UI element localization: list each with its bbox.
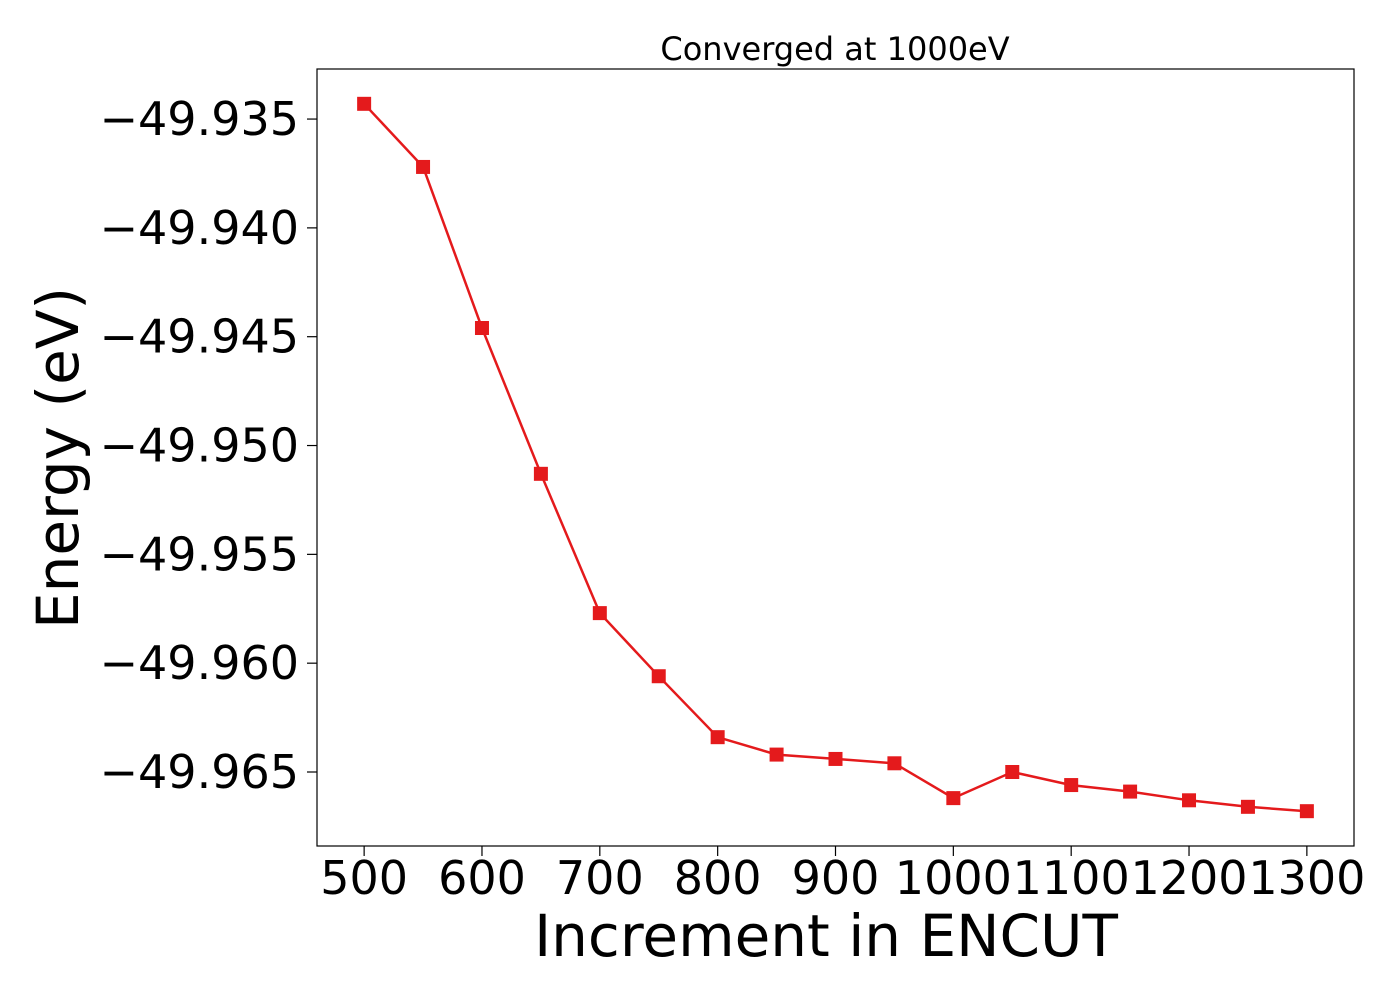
- data-point-marker: [1299, 804, 1314, 819]
- y-tick-label: −49.955: [100, 527, 300, 581]
- x-tick-label: 1200: [1130, 851, 1247, 905]
- x-tick-label: 700: [556, 851, 644, 905]
- data-point-marker: [1123, 784, 1138, 799]
- y-axis-label: Energy (eV): [24, 287, 92, 629]
- data-point-marker: [416, 159, 431, 174]
- x-tick-label: 600: [438, 851, 526, 905]
- series-line: [363, 102, 1307, 813]
- data-point-marker: [710, 730, 725, 745]
- plot-frame: [316, 68, 1355, 847]
- data-point-marker: [533, 466, 548, 481]
- data-point-marker: [357, 96, 372, 111]
- y-tick-label: −49.940: [100, 201, 300, 255]
- x-axis: 500 600 700 800 900 1000 1100 1200 1300: [320, 846, 1365, 905]
- data-point-marker: [887, 756, 902, 771]
- data-point-marker: [592, 606, 607, 621]
- data-point-marker: [1005, 765, 1020, 779]
- data-point-marker: [1182, 793, 1197, 808]
- x-axis-label: Increment in ENCUT: [534, 902, 1118, 970]
- x-tick-label: 1000: [895, 851, 1012, 905]
- data-point-marker: [474, 321, 489, 335]
- y-tick-label: −49.960: [100, 636, 300, 690]
- plot-area: [357, 96, 1314, 819]
- data-point-marker: [769, 747, 784, 762]
- x-tick-label: 1300: [1248, 851, 1365, 905]
- x-tick-label: 900: [792, 851, 880, 905]
- data-point-marker: [1240, 799, 1255, 814]
- y-tick-label: −49.950: [100, 419, 300, 473]
- y-axis: −49.935 −49.940 −49.945 −49.950 −49.955 −49.9…: [100, 92, 317, 799]
- data-point-marker: [828, 751, 843, 766]
- y-tick-label: −49.945: [100, 310, 300, 364]
- x-tick-label: 1100: [1013, 851, 1130, 905]
- y-tick-label: −49.935: [100, 92, 300, 146]
- data-point-marker: [651, 669, 666, 684]
- data-point-marker: [946, 791, 961, 806]
- data-point-marker: [1064, 778, 1079, 793]
- x-tick-label: 800: [674, 851, 762, 905]
- y-tick-label: −49.965: [100, 745, 300, 799]
- x-tick-label: 500: [320, 851, 408, 905]
- chart-title: Converged at 1000eV: [660, 30, 1009, 68]
